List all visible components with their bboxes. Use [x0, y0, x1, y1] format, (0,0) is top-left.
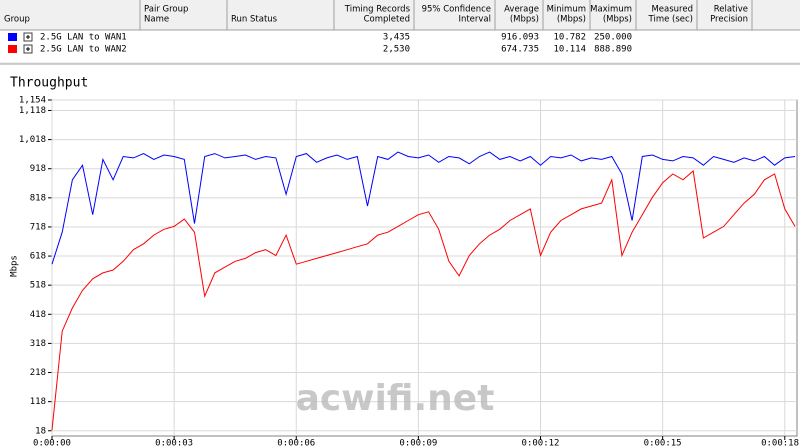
y-tick-label: 1,154 — [19, 96, 46, 106]
column-header: Timing Records — [344, 5, 411, 15]
x-tick-label: 0:00:18 — [761, 439, 799, 448]
column-header: Interval — [458, 15, 491, 25]
plot: 18 118 218 318 418 518 618 718 818 918 1,018 1,1181… — [19, 96, 799, 448]
y-tick-label: 418 — [30, 310, 46, 320]
column-header: Minimum — [547, 5, 586, 15]
y-tick-label: 918 — [30, 164, 46, 174]
cell: 2.5G LAN to WAN1 — [40, 33, 127, 43]
column-header: Run Status — [231, 15, 278, 25]
column-header: 95% Confidence — [422, 5, 491, 15]
column-header: Average — [504, 5, 539, 15]
cell: 10.114 — [553, 45, 586, 55]
pair-icon — [8, 33, 17, 41]
y-tick-label: 118 — [30, 397, 46, 407]
cell: 3,435 — [383, 33, 410, 43]
y-tick-label: 18 — [35, 426, 46, 436]
cell: 10.782 — [553, 33, 586, 43]
y-tick-label: 618 — [30, 252, 46, 262]
cell: 674.735 — [501, 45, 539, 55]
column-header: Relative — [714, 5, 748, 15]
y-tick-label: 1,118 — [19, 106, 46, 116]
cell: 916.093 — [501, 33, 539, 43]
x-tick-label: 0:00:15 — [644, 439, 682, 448]
column-header: Measured — [651, 5, 693, 15]
pair-icon — [8, 45, 17, 53]
column-header: (Mbps) — [510, 15, 539, 25]
y-tick-label: 518 — [30, 281, 46, 291]
table-header-bg — [0, 0, 800, 30]
column-header: Completed — [364, 15, 410, 25]
y-axis-label: Mbps — [10, 255, 20, 277]
column-header: Pair Group — [144, 5, 188, 15]
x-tick-label: 0:00:12 — [522, 439, 560, 448]
column-header: Group — [4, 15, 30, 25]
x-tick-label: 0:00:03 — [155, 439, 193, 448]
y-tick-label: 218 — [30, 368, 46, 378]
y-tick-label: 818 — [30, 193, 46, 203]
column-header: Name — [144, 15, 169, 25]
series-line — [51, 151, 796, 265]
chart-title: Throughput — [10, 76, 88, 91]
column-header: (Mbps) — [603, 15, 632, 25]
column-header: Time (sec) — [648, 15, 693, 25]
y-tick-label: 1,018 — [19, 135, 46, 145]
x-tick-label: 0:00:06 — [277, 439, 315, 448]
y-tick-label: 718 — [30, 222, 46, 232]
cell: 2.5G LAN to WAN2 — [40, 45, 127, 55]
column-header: (Mbps) — [557, 15, 586, 25]
cell: 250.000 — [594, 33, 632, 43]
cell: 2,530 — [383, 45, 410, 55]
x-tick-label: 0:00:00 — [33, 439, 71, 448]
x-tick-label: 0:00:09 — [399, 439, 437, 448]
column-header: Maximum — [590, 5, 632, 15]
watermark: acwifi.net — [296, 378, 495, 419]
y-tick-label: 318 — [30, 339, 46, 349]
series-line — [51, 170, 796, 431]
column-header: Precision — [710, 15, 748, 25]
cell: 888.890 — [594, 45, 632, 55]
